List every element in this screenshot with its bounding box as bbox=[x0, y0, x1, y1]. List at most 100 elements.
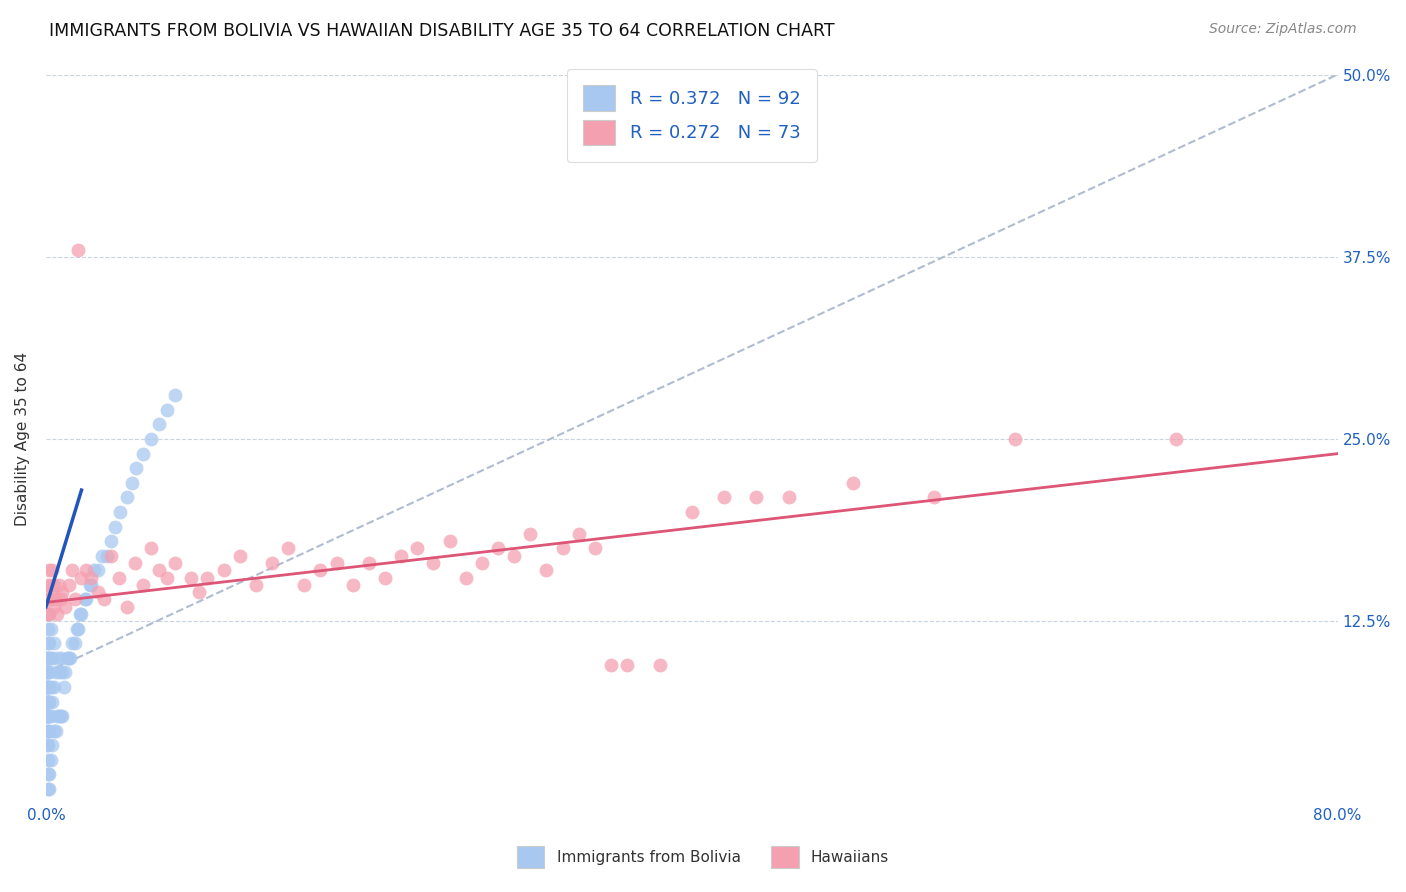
Point bbox=[197, 571, 219, 585]
Legend: Immigrants from Bolivia, Hawaiians: Immigrants from Bolivia, Hawaiians bbox=[509, 838, 897, 875]
Point bbox=[745, 491, 768, 505]
Point bbox=[66, 622, 89, 636]
Point bbox=[80, 571, 103, 585]
Point bbox=[1166, 432, 1188, 446]
Point bbox=[38, 709, 60, 723]
Point bbox=[37, 767, 59, 781]
Point bbox=[38, 680, 60, 694]
Point bbox=[49, 650, 72, 665]
Point bbox=[37, 694, 59, 708]
Point bbox=[309, 563, 332, 577]
Point bbox=[53, 599, 76, 614]
Point bbox=[58, 578, 80, 592]
Point bbox=[107, 571, 129, 585]
Point bbox=[35, 680, 58, 694]
Y-axis label: Disability Age 35 to 64: Disability Age 35 to 64 bbox=[15, 352, 30, 526]
Point bbox=[37, 753, 59, 767]
Point bbox=[228, 549, 250, 563]
Point bbox=[37, 650, 59, 665]
Point bbox=[83, 563, 105, 577]
Point bbox=[79, 578, 101, 592]
Point bbox=[471, 556, 494, 570]
Point bbox=[39, 680, 62, 694]
Point bbox=[37, 709, 59, 723]
Point bbox=[100, 549, 122, 563]
Point bbox=[46, 709, 69, 723]
Point bbox=[132, 578, 155, 592]
Point bbox=[42, 680, 65, 694]
Point bbox=[75, 563, 97, 577]
Point bbox=[86, 585, 108, 599]
Point bbox=[486, 541, 509, 556]
Point bbox=[37, 782, 59, 797]
Point bbox=[35, 680, 58, 694]
Point bbox=[56, 650, 79, 665]
Point bbox=[148, 417, 170, 432]
Point bbox=[37, 694, 59, 708]
Point bbox=[35, 723, 58, 738]
Point bbox=[139, 541, 162, 556]
Point bbox=[35, 709, 58, 723]
Point bbox=[51, 665, 73, 680]
Point bbox=[37, 680, 59, 694]
Point bbox=[67, 243, 90, 257]
Point bbox=[49, 592, 72, 607]
Point bbox=[52, 680, 75, 694]
Point bbox=[212, 563, 235, 577]
Point bbox=[35, 694, 58, 708]
Point bbox=[35, 665, 58, 680]
Point bbox=[778, 491, 800, 505]
Point bbox=[1004, 432, 1026, 446]
Point bbox=[63, 592, 86, 607]
Point bbox=[406, 541, 429, 556]
Point bbox=[42, 723, 65, 738]
Point bbox=[568, 526, 591, 541]
Point bbox=[922, 491, 945, 505]
Point bbox=[38, 607, 60, 621]
Point bbox=[37, 578, 59, 592]
Point bbox=[48, 578, 70, 592]
Point bbox=[180, 571, 202, 585]
Point bbox=[100, 534, 122, 549]
Point bbox=[42, 578, 65, 592]
Text: Source: ZipAtlas.com: Source: ZipAtlas.com bbox=[1209, 22, 1357, 37]
Point bbox=[35, 709, 58, 723]
Point bbox=[48, 709, 70, 723]
Point bbox=[53, 665, 76, 680]
Point bbox=[260, 556, 283, 570]
Point bbox=[60, 636, 83, 650]
Point bbox=[37, 709, 59, 723]
Point bbox=[37, 607, 59, 621]
Point bbox=[104, 519, 127, 533]
Point bbox=[96, 549, 118, 563]
Point bbox=[73, 592, 96, 607]
Point bbox=[37, 622, 59, 636]
Point bbox=[63, 636, 86, 650]
Point bbox=[45, 723, 67, 738]
Point bbox=[39, 709, 62, 723]
Point bbox=[91, 549, 114, 563]
Point bbox=[38, 767, 60, 781]
Point bbox=[325, 556, 347, 570]
Point bbox=[277, 541, 299, 556]
Point bbox=[600, 658, 623, 673]
Point bbox=[37, 680, 59, 694]
Point bbox=[37, 694, 59, 708]
Point bbox=[70, 607, 93, 621]
Point bbox=[35, 665, 58, 680]
Point bbox=[37, 739, 59, 753]
Point bbox=[86, 563, 108, 577]
Point bbox=[46, 650, 69, 665]
Point bbox=[121, 475, 143, 490]
Point bbox=[41, 739, 63, 753]
Point bbox=[583, 541, 606, 556]
Point bbox=[42, 599, 65, 614]
Point bbox=[37, 650, 59, 665]
Point bbox=[713, 491, 735, 505]
Point bbox=[93, 592, 115, 607]
Point bbox=[551, 541, 574, 556]
Point bbox=[75, 592, 97, 607]
Point bbox=[110, 505, 132, 519]
Point bbox=[42, 636, 65, 650]
Point bbox=[41, 650, 63, 665]
